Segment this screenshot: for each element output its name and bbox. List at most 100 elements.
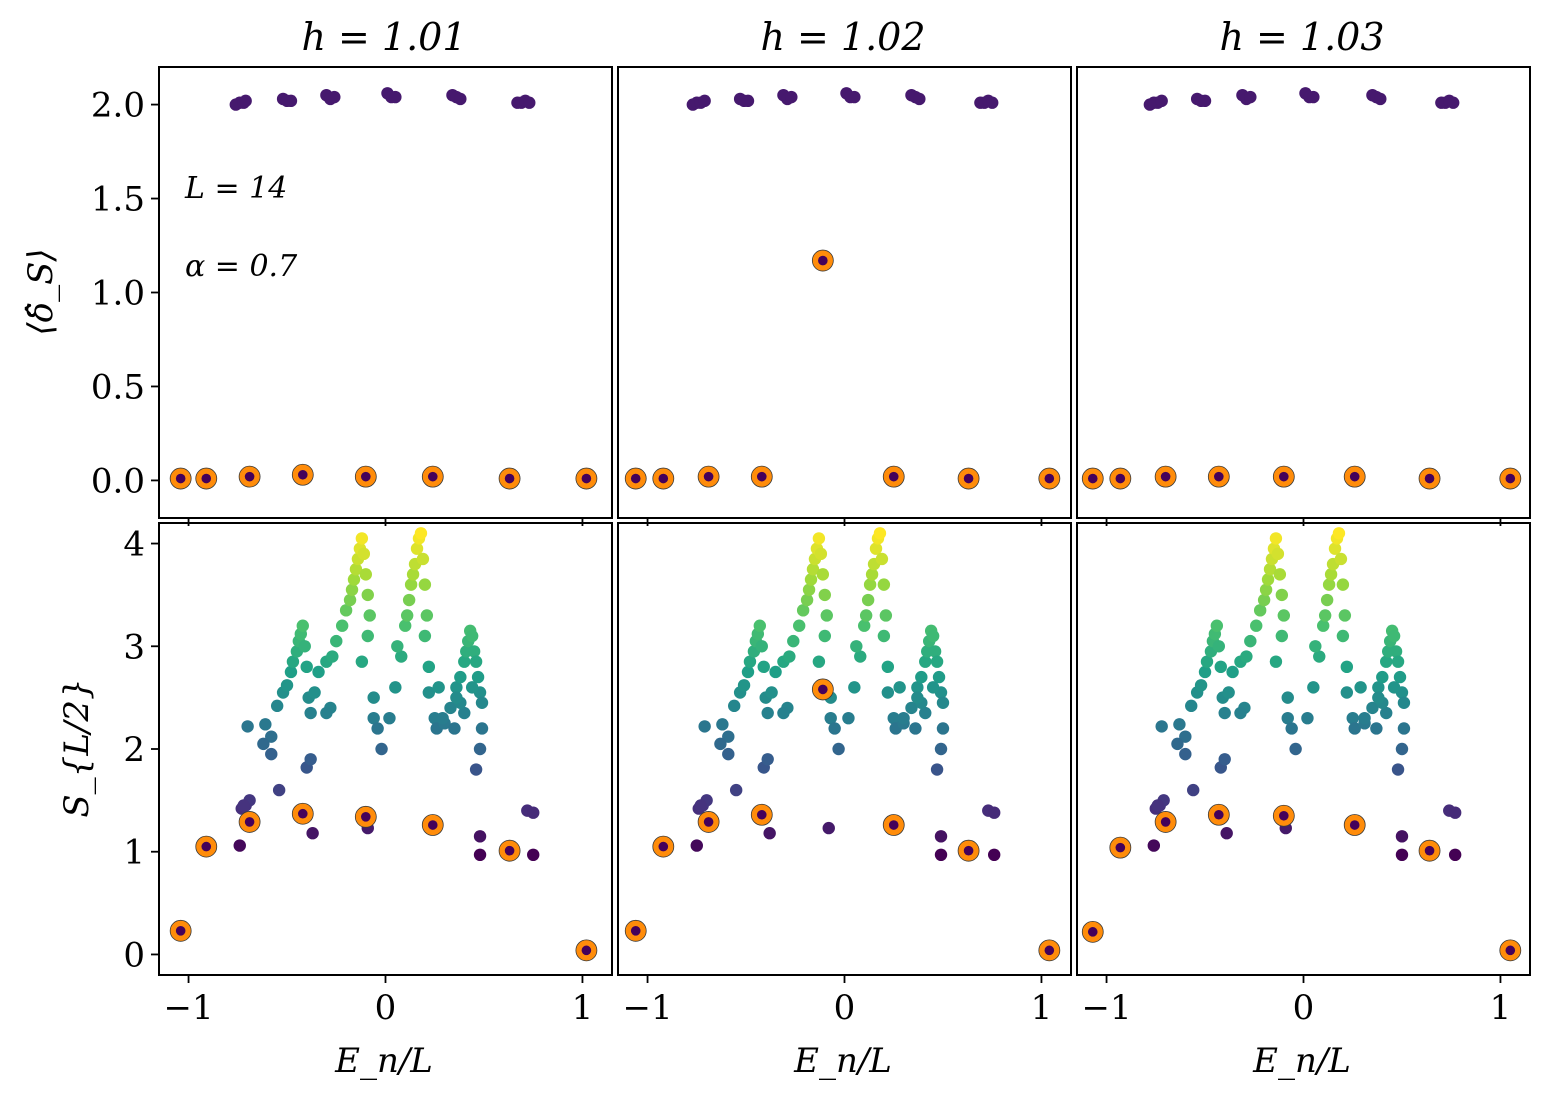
data-point bbox=[909, 722, 922, 735]
y-tick-label: 1 bbox=[123, 833, 145, 873]
data-point bbox=[402, 593, 416, 607]
data-point bbox=[814, 547, 828, 561]
data-point bbox=[694, 799, 707, 812]
data-point bbox=[761, 706, 774, 720]
data-point bbox=[1253, 604, 1267, 617]
data-point bbox=[257, 737, 270, 751]
data-point bbox=[347, 573, 361, 586]
x-tick-label: 0 bbox=[375, 988, 397, 1028]
data-point bbox=[458, 655, 471, 668]
data-point bbox=[1222, 686, 1235, 699]
data-point bbox=[475, 722, 489, 735]
data-point bbox=[804, 573, 818, 586]
highlight-point-core bbox=[1505, 473, 1516, 484]
data-point bbox=[796, 604, 810, 617]
data-point bbox=[987, 848, 1001, 862]
highlight-point-core bbox=[1087, 473, 1098, 484]
data-point bbox=[359, 568, 373, 581]
data-point bbox=[1448, 806, 1462, 819]
data-point bbox=[444, 701, 457, 715]
data-point bbox=[728, 699, 741, 713]
data-point bbox=[769, 665, 782, 679]
y-tick-label: 3 bbox=[123, 627, 145, 667]
data-point bbox=[934, 742, 948, 756]
data-point bbox=[842, 711, 855, 725]
panel-4: −1 0 1 0 1 2 3 4 bbox=[123, 522, 613, 1028]
highlight-point-core bbox=[703, 471, 714, 482]
data-point bbox=[367, 691, 380, 704]
data-point bbox=[383, 711, 396, 725]
highlight-point-core bbox=[361, 812, 371, 822]
data-point bbox=[339, 604, 353, 617]
data-point bbox=[698, 94, 711, 108]
data-point bbox=[432, 681, 445, 694]
data-point bbox=[272, 783, 286, 797]
data-point bbox=[1275, 629, 1289, 643]
highlight-point-core bbox=[1279, 471, 1289, 482]
panel-5: −1 0 1 bbox=[617, 522, 1072, 1028]
data-point bbox=[1200, 655, 1214, 668]
highlight-point-core bbox=[818, 255, 828, 266]
data-point bbox=[436, 711, 449, 725]
data-point bbox=[915, 670, 928, 684]
data-point bbox=[298, 640, 311, 653]
data-point bbox=[355, 532, 369, 545]
data-point bbox=[936, 722, 950, 735]
x-tick-label: 0 bbox=[1293, 988, 1315, 1028]
data-point bbox=[1263, 563, 1277, 576]
data-point bbox=[1244, 634, 1257, 648]
data-point bbox=[406, 568, 420, 581]
data-point bbox=[881, 686, 895, 699]
data-point bbox=[367, 711, 380, 725]
data-point bbox=[919, 706, 932, 720]
data-point bbox=[848, 681, 861, 694]
data-point bbox=[1320, 593, 1334, 607]
data-point bbox=[765, 686, 778, 699]
data-point bbox=[863, 578, 877, 591]
xlabel-panel-6: E_n/L bbox=[1252, 1041, 1351, 1081]
data-point bbox=[363, 609, 376, 622]
data-point bbox=[928, 645, 942, 658]
data-point bbox=[986, 96, 999, 109]
data-point bbox=[763, 827, 776, 840]
data-point bbox=[1395, 742, 1409, 756]
data-point bbox=[1281, 711, 1294, 725]
data-point bbox=[873, 527, 887, 540]
axes-frame bbox=[617, 66, 1072, 519]
highlight-point-core bbox=[756, 471, 767, 482]
data-point bbox=[820, 609, 833, 622]
data-point bbox=[1391, 763, 1405, 776]
data-point bbox=[265, 730, 278, 743]
data-point bbox=[875, 552, 889, 566]
data-point bbox=[987, 806, 1001, 819]
data-point bbox=[850, 640, 863, 653]
y-tick-label: 0.5 bbox=[91, 367, 145, 407]
data-point bbox=[1336, 578, 1350, 591]
highlight-point-core bbox=[630, 926, 641, 936]
highlight-point-core bbox=[244, 817, 255, 827]
data-point bbox=[454, 670, 467, 684]
data-point bbox=[450, 691, 463, 704]
data-point bbox=[1336, 629, 1350, 643]
data-point bbox=[919, 655, 932, 668]
data-point bbox=[881, 660, 895, 674]
highlight-point-core bbox=[756, 809, 767, 820]
data-point bbox=[1214, 660, 1227, 674]
ylabel-bottom: S_{L/2} bbox=[57, 678, 97, 817]
highlight-point-core bbox=[1044, 473, 1055, 484]
data-point bbox=[1346, 711, 1359, 725]
data-point bbox=[467, 645, 481, 658]
data-point bbox=[418, 578, 432, 591]
highlight-point-core bbox=[888, 471, 899, 482]
data-point bbox=[1340, 660, 1354, 674]
data-point bbox=[523, 96, 536, 109]
highlight-point-core bbox=[504, 473, 515, 484]
data-point bbox=[328, 90, 341, 104]
data-point bbox=[270, 699, 284, 713]
data-point bbox=[761, 753, 774, 766]
data-point bbox=[865, 568, 879, 581]
data-point bbox=[1285, 722, 1298, 735]
data-point bbox=[335, 619, 349, 632]
data-point bbox=[304, 706, 317, 720]
data-point bbox=[1179, 730, 1192, 743]
